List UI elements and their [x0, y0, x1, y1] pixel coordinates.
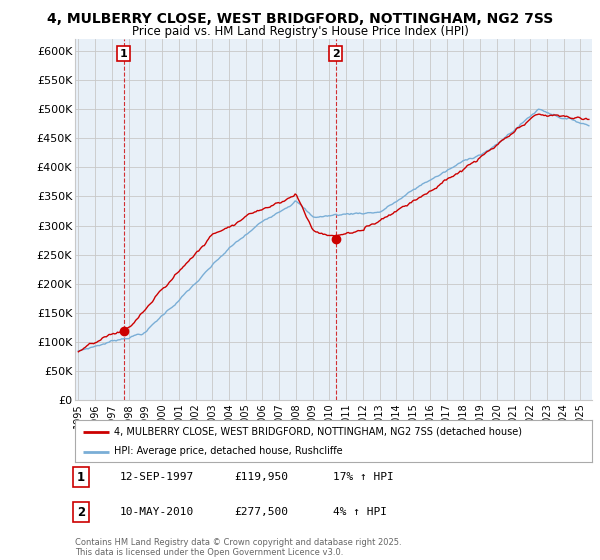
Text: 2: 2 [332, 49, 340, 59]
Text: 1: 1 [77, 470, 85, 484]
Text: HPI: Average price, detached house, Rushcliffe: HPI: Average price, detached house, Rush… [114, 446, 343, 456]
Text: 4, MULBERRY CLOSE, WEST BRIDGFORD, NOTTINGHAM, NG2 7SS (detached house): 4, MULBERRY CLOSE, WEST BRIDGFORD, NOTTI… [114, 427, 522, 437]
Text: Contains HM Land Registry data © Crown copyright and database right 2025.
This d: Contains HM Land Registry data © Crown c… [75, 538, 401, 557]
Text: 10-MAY-2010: 10-MAY-2010 [120, 507, 194, 517]
Text: Price paid vs. HM Land Registry's House Price Index (HPI): Price paid vs. HM Land Registry's House … [131, 25, 469, 38]
Text: 17% ↑ HPI: 17% ↑ HPI [333, 472, 394, 482]
Text: 2: 2 [77, 506, 85, 519]
Text: £119,950: £119,950 [234, 472, 288, 482]
Text: 1: 1 [120, 49, 128, 59]
Text: £277,500: £277,500 [234, 507, 288, 517]
Text: 12-SEP-1997: 12-SEP-1997 [120, 472, 194, 482]
Text: 4, MULBERRY CLOSE, WEST BRIDGFORD, NOTTINGHAM, NG2 7SS: 4, MULBERRY CLOSE, WEST BRIDGFORD, NOTTI… [47, 12, 553, 26]
Text: 4% ↑ HPI: 4% ↑ HPI [333, 507, 387, 517]
